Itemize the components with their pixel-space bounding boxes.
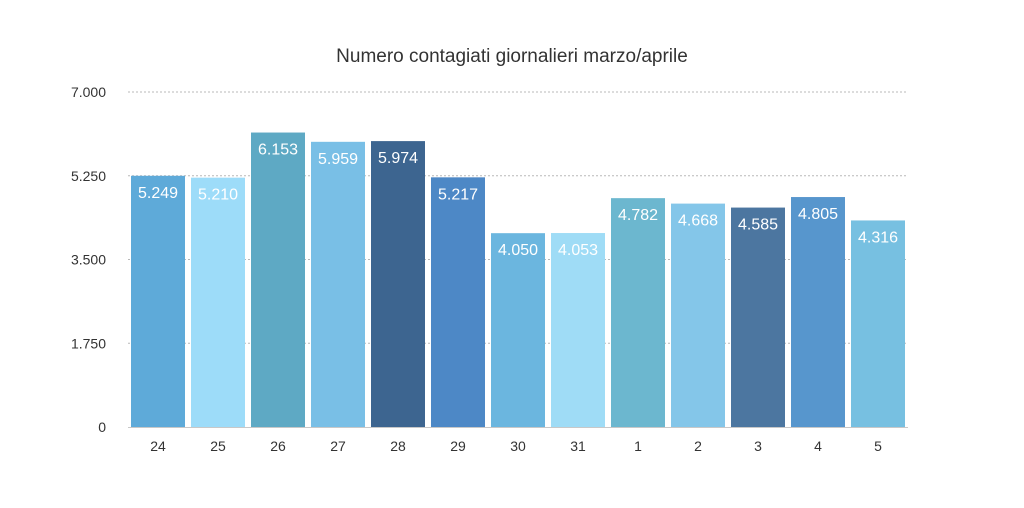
data-label: 5.959 xyxy=(318,151,358,168)
bar xyxy=(191,177,245,427)
data-label: 5.249 xyxy=(138,185,178,202)
x-tick-label: 3 xyxy=(754,438,762,454)
bar xyxy=(491,233,545,427)
bar xyxy=(311,141,365,428)
bars: 5.249 5.210 6.153 5.959 5.974 5.217 4.050 4.053… xyxy=(131,132,905,428)
chart-title: Numero contagiati giornalieri marzo/apri… xyxy=(336,46,688,67)
data-label: 4.585 xyxy=(738,217,778,234)
x-tick-label: 27 xyxy=(330,438,346,454)
x-tick-label: 28 xyxy=(390,438,406,454)
y-tick-label: 0 xyxy=(98,419,106,435)
bar xyxy=(551,233,605,427)
data-label: 4.053 xyxy=(558,242,598,259)
y-tick-label: 5.250 xyxy=(71,168,106,184)
bar xyxy=(251,132,305,427)
data-label: 4.050 xyxy=(498,242,538,259)
x-tick-label: 29 xyxy=(450,438,466,454)
bar xyxy=(371,141,425,427)
x-tick-label: 1 xyxy=(634,438,642,454)
data-label: 5.210 xyxy=(198,187,238,204)
axes: 0 1.750 3.500 5.250 7.000 24 25 26 27 28 29 30 31 1 2 3… xyxy=(71,84,908,454)
x-tick-label: 2 xyxy=(694,438,702,454)
data-label: 4.668 xyxy=(678,213,718,230)
bar xyxy=(731,207,785,427)
bar xyxy=(131,175,185,427)
y-tick-label: 3.500 xyxy=(71,252,106,268)
y-tick-label: 1.750 xyxy=(71,335,106,351)
data-label: 6.153 xyxy=(258,142,298,159)
x-tick-label: 4 xyxy=(814,438,822,454)
data-label: 4.782 xyxy=(618,207,658,224)
bar xyxy=(671,203,725,427)
x-tick-label: 26 xyxy=(270,438,286,454)
y-tick-label: 7.000 xyxy=(71,84,106,100)
x-tick-label: 5 xyxy=(874,438,882,454)
x-tick-label: 30 xyxy=(510,438,526,454)
bar xyxy=(431,177,485,427)
data-label: 5.217 xyxy=(438,186,478,203)
data-label: 4.805 xyxy=(798,206,838,223)
x-tick-label: 24 xyxy=(150,438,166,454)
x-tick-label: 31 xyxy=(570,438,586,454)
data-label: 5.974 xyxy=(378,150,418,167)
x-tick-label: 25 xyxy=(210,438,226,454)
bar xyxy=(611,198,665,427)
bar xyxy=(851,220,905,427)
data-label: 4.316 xyxy=(858,229,898,246)
bar xyxy=(791,197,845,427)
